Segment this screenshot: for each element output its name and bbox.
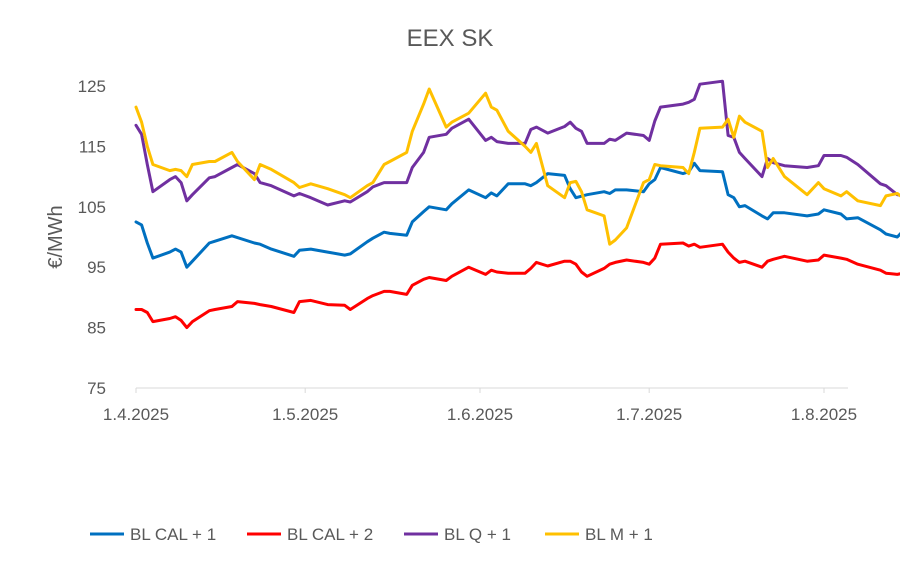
series-line-3 bbox=[134, 79, 900, 207]
y-tick-label: 95 bbox=[87, 258, 106, 277]
y-axis-label: €/MWh bbox=[45, 205, 67, 268]
x-tick-label: 1.8.2025 bbox=[791, 405, 857, 424]
y-tick-label: 105 bbox=[78, 198, 106, 217]
legend: BL CAL + 1 BL CAL + 2 BL Q + 1 BL M + 1 bbox=[90, 525, 653, 544]
series-line-4 bbox=[134, 87, 900, 246]
y-tick-label: 115 bbox=[79, 137, 106, 156]
series-lines bbox=[134, 79, 900, 330]
y-tick-label: 75 bbox=[87, 379, 106, 398]
series-line-2 bbox=[134, 241, 900, 330]
legend-label: BL Q + 1 bbox=[444, 525, 511, 544]
chart-title: EEX SK bbox=[407, 25, 494, 52]
x-tick-label: 1.5.2025 bbox=[272, 405, 338, 424]
x-axis-ticks: 1.4.2025 1.5.2025 1.6.2025 1.7.2025 1.8.2025 bbox=[103, 388, 857, 424]
legend-label: BL CAL + 2 bbox=[287, 525, 373, 544]
y-axis-ticks: 75 85 95 105 115 125 bbox=[78, 77, 106, 398]
legend-label: BL CAL + 1 bbox=[130, 525, 216, 544]
x-tick-label: 1.4.2025 bbox=[103, 405, 169, 424]
series-line-1 bbox=[134, 161, 900, 269]
x-tick-label: 1.7.2025 bbox=[616, 405, 682, 424]
legend-label: BL M + 1 bbox=[585, 525, 653, 544]
x-tick-label: 1.6.2025 bbox=[447, 405, 513, 424]
y-tick-label: 125 bbox=[78, 77, 106, 96]
y-tick-label: 85 bbox=[87, 319, 106, 338]
